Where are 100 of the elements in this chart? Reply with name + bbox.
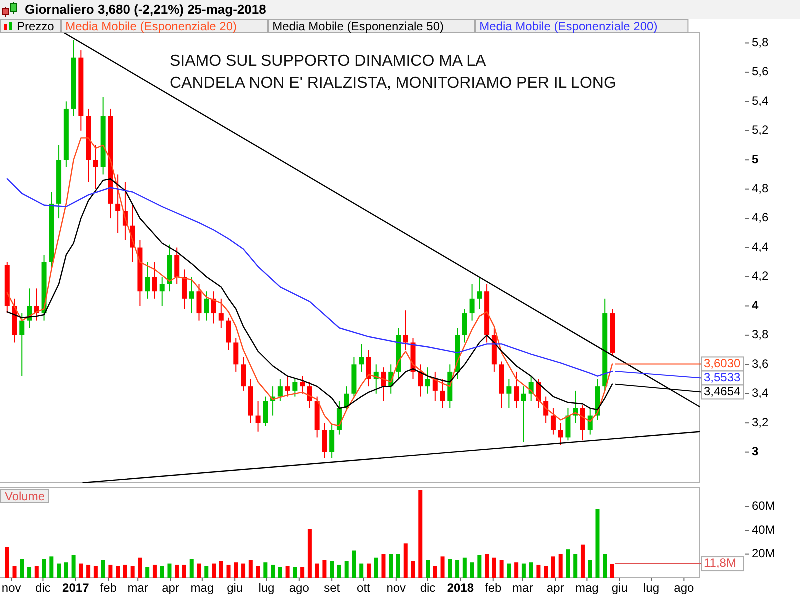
bar [226, 564, 231, 578]
x-tick-label: apr [162, 581, 180, 595]
bar [160, 566, 164, 578]
candlestick [462, 308, 468, 344]
bar [500, 560, 504, 578]
text: Media Mobile (Esponenziale 20) [66, 20, 238, 34]
candlestick [174, 247, 180, 285]
bar [12, 566, 17, 578]
text: Media Mobile (Esponenziale 50) [272, 20, 444, 34]
bar [212, 564, 216, 578]
candlestick [256, 400, 261, 432]
y-tick-label: 3,4 [752, 386, 770, 400]
bar [322, 560, 327, 578]
bar [544, 566, 548, 578]
bar [470, 562, 474, 578]
y-tick-label: 40M [752, 522, 776, 537]
candlestick [218, 298, 224, 329]
bar [116, 566, 120, 578]
y-tick-label: 5,8 [752, 35, 770, 50]
bar [248, 560, 253, 578]
y-tick-label: 5 [752, 152, 759, 166]
bar [28, 567, 32, 578]
bar [204, 566, 209, 578]
x-tick-label: 2017 [62, 581, 90, 595]
bar [374, 558, 378, 578]
legend-label: Prezzo [17, 20, 55, 34]
candlestick [116, 174, 121, 234]
bar [337, 564, 342, 578]
bar [551, 556, 556, 578]
y-tick-label: 3,2 [752, 415, 770, 430]
bar [382, 554, 386, 578]
x-tick-label: 2018 [447, 581, 474, 595]
candlestick [506, 378, 512, 409]
candlestick [359, 344, 364, 372]
y-tick-label: 4,6 [752, 210, 770, 225]
bar [366, 564, 371, 578]
y-tick-label: 3 [752, 444, 759, 458]
candlestick [93, 145, 98, 190]
bar [440, 556, 445, 578]
bar [271, 564, 276, 578]
y-tick-label: 4,4 [752, 240, 770, 254]
bar [536, 564, 541, 578]
x-tick-label: feb [485, 581, 502, 595]
bar [5, 547, 10, 578]
bar [79, 564, 84, 578]
y-tick-label: 5,2 [752, 123, 770, 138]
bar [596, 509, 600, 578]
x-tick-label: dic [36, 581, 51, 595]
bar [234, 562, 238, 578]
bar [300, 567, 305, 578]
chart-title: Giornaliero 3,680 (-2,21%) 25-mag-2018 [25, 2, 266, 17]
candlestick [300, 376, 306, 394]
bar [529, 562, 534, 578]
bar [86, 564, 91, 578]
candlestick [550, 408, 556, 436]
bar [574, 554, 578, 578]
x-tick-label: feb [100, 581, 118, 595]
candlestick [418, 364, 424, 398]
x-tick-label: mag [190, 581, 214, 595]
bar [64, 562, 68, 578]
candlestick [426, 367, 431, 394]
candlestick [152, 262, 158, 300]
candlestick [403, 310, 408, 351]
bar [507, 564, 512, 578]
y-tick-label: 3,6 [752, 356, 770, 371]
bar [278, 567, 282, 578]
x-tick-label: apr [546, 581, 564, 595]
candlestick [336, 400, 342, 436]
candlestick [558, 422, 564, 446]
bar [610, 564, 614, 578]
bar [485, 554, 490, 578]
candlestick [514, 371, 520, 409]
bar [286, 566, 290, 578]
bar [426, 560, 430, 578]
bar [42, 559, 46, 578]
bar [94, 566, 98, 578]
bar [264, 562, 268, 578]
candlestick [263, 396, 268, 427]
bar [588, 560, 592, 578]
bar [330, 561, 334, 578]
annotation: 11,8M [704, 556, 736, 570]
candlestick [470, 284, 475, 322]
x-tick-label: nov [2, 581, 22, 595]
bar [57, 564, 62, 578]
bar [418, 490, 423, 578]
candlestick [212, 291, 217, 324]
bar [456, 560, 460, 578]
annotation: 3,6030 [704, 356, 742, 370]
bar [360, 564, 364, 578]
bar [130, 566, 135, 578]
y-tick-label: 4 [752, 298, 759, 312]
bar [219, 561, 224, 578]
bar [175, 564, 180, 578]
x-tick-label: mar [512, 581, 534, 595]
annotation: SIAMO SUL SUPPORTO DINAMICO MA LA CANDELA NON E' RIALZISTA, MONITORIAMO PER IL LONG [170, 53, 616, 92]
text: Volume [5, 490, 46, 504]
candlestick [145, 262, 150, 300]
bar [308, 529, 312, 578]
y-tick-label: 60M [752, 499, 776, 514]
x-tick-label: nov [386, 581, 406, 595]
